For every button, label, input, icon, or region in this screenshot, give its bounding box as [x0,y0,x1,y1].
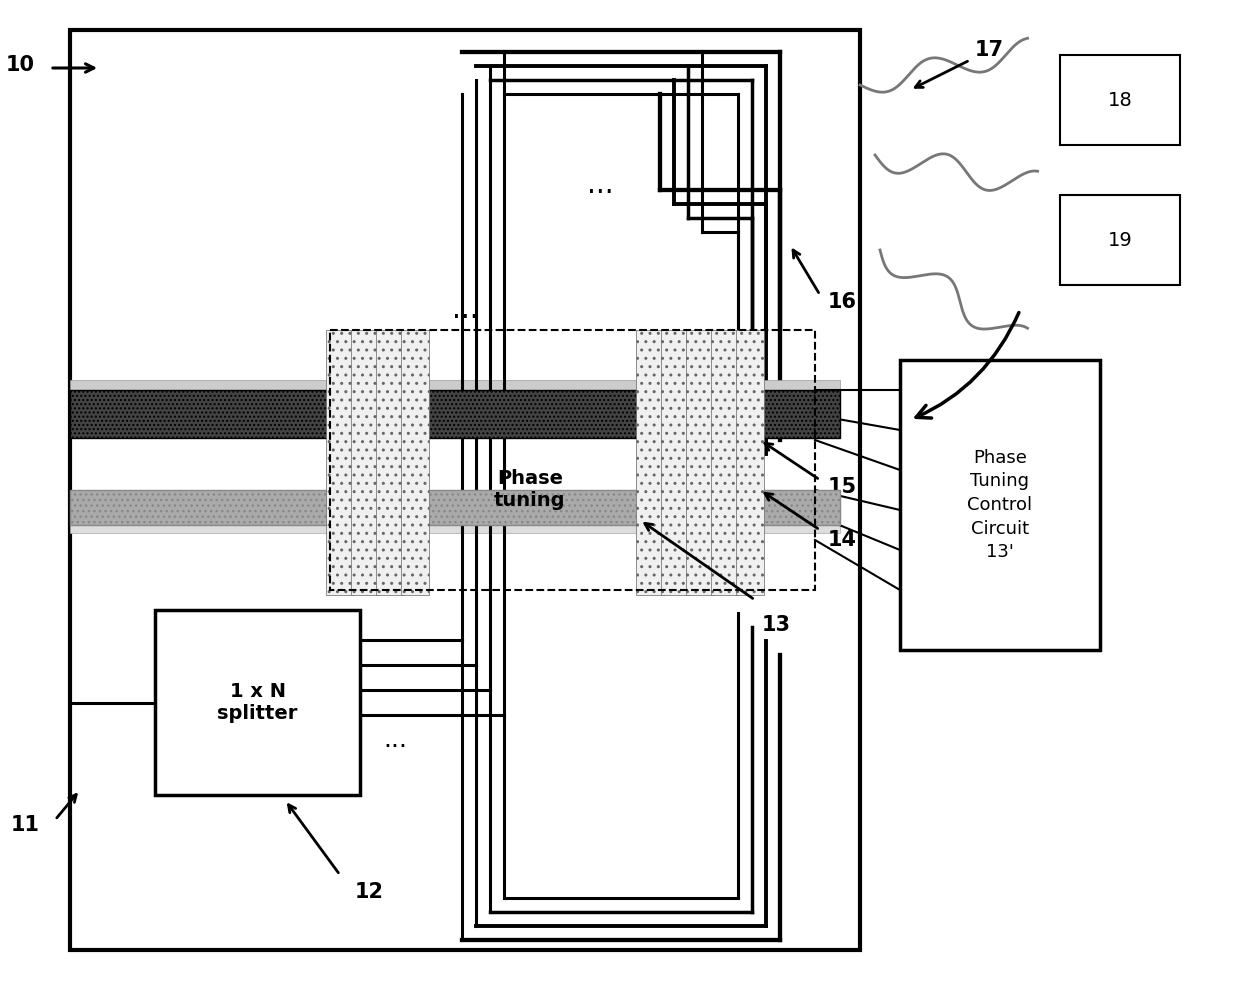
Bar [711,330,739,595]
Text: 14: 14 [828,530,857,550]
Text: 17: 17 [975,40,1004,60]
Text: 19: 19 [1107,231,1132,250]
Bar [351,330,379,595]
Bar [155,610,360,795]
Bar [326,330,353,595]
Text: ...: ... [383,673,407,697]
Text: Phase
tuning: Phase tuning [495,470,565,510]
Bar [69,390,839,438]
Bar [330,330,815,590]
Bar [661,330,689,595]
Text: 12: 12 [355,882,384,902]
Text: 13: 13 [763,615,791,635]
Bar [686,330,714,595]
Bar [69,380,839,390]
Text: 1 x N
splitter: 1 x N splitter [217,682,298,723]
Text: 16: 16 [828,292,857,312]
Bar [636,330,663,595]
Bar [900,360,1100,650]
Text: 18: 18 [1107,91,1132,110]
Text: ...: ... [587,171,614,199]
Text: 11: 11 [11,815,40,835]
Bar [401,330,429,595]
Bar [1060,195,1180,285]
Bar [1060,55,1180,145]
Text: 10: 10 [6,55,35,75]
Bar [69,490,839,525]
Bar [737,330,764,595]
Text: 15: 15 [828,477,857,497]
Text: ...: ... [383,728,407,752]
Text: Phase
Tuning
Control
Circuit
13': Phase Tuning Control Circuit 13' [967,449,1033,561]
Bar [376,330,404,595]
Bar [69,525,839,533]
Text: ...: ... [451,296,479,324]
Bar [69,30,861,950]
